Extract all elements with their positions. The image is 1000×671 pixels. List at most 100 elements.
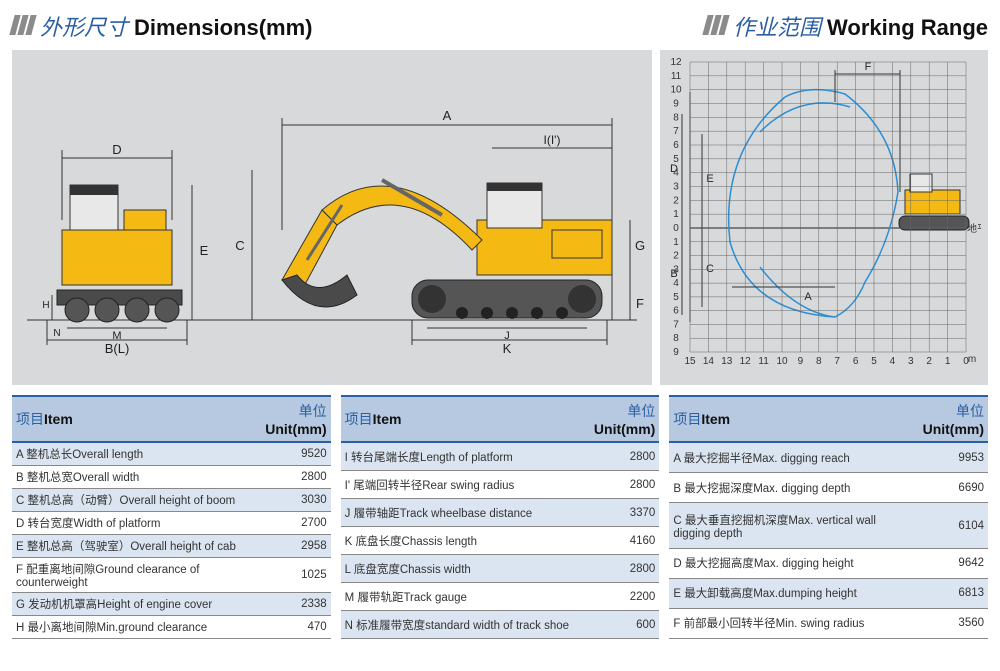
svg-text:15: 15 [684,356,696,367]
working-range-title-cn: 作业范围 [733,10,821,42]
dimensions-title-en: Dimensions(mm) [134,15,312,41]
spec-label: D 最大挖掘高度Max. digging height [669,548,918,578]
svg-text:11: 11 [671,71,682,82]
spec-label: E 最大卸载高度Max.dumping height [669,578,918,608]
svg-text:9: 9 [798,356,804,367]
svg-text:4: 4 [673,168,679,179]
svg-text:9: 9 [673,99,679,110]
spec-value: 4160 [590,527,659,555]
col-header-item: 项目Item [669,396,918,442]
col-header-unit: 单位Unit(mm) [919,396,988,442]
svg-text:6: 6 [853,356,859,367]
spec-label: K 底盘长度Chassis length [341,527,590,555]
spec-label: I 转台尾端长度Length of platform [341,442,590,471]
table-row: D 最大挖掘高度Max. digging height9642 [669,548,988,578]
table-row: H 最小离地间隙Min.ground clearance470 [12,616,331,639]
working-range-title: 作业范围 Working Range [705,10,988,42]
svg-text:7: 7 [673,319,679,330]
table-row: L 底盘宽度Chassis width2800 [341,555,660,583]
spec-label: G 发动机机罩高Height of engine cover [12,593,261,616]
spec-value: 9953 [919,442,988,473]
svg-text:B(L): B(L) [105,341,130,356]
svg-text:E: E [706,173,713,185]
spec-label: F 配重离地间隙Ground clearance of counterweigh… [12,558,261,593]
table-row: G 发动机机罩高Height of engine cover2338 [12,593,331,616]
dimensions-title-cn: 外形尺寸 [40,10,128,42]
svg-text:5: 5 [871,356,877,367]
spec-value: 6690 [919,473,988,503]
svg-text:9: 9 [673,347,679,358]
svg-text:3: 3 [673,264,679,275]
spec-label: D 转台宽度Width of platform [12,512,261,535]
x-unit: m [968,354,976,365]
spec-table-3: 项目Item 单位Unit(mm) A 最大挖掘半径Max. digging r… [669,395,988,639]
svg-text:N: N [53,328,60,339]
svg-text:10: 10 [670,85,682,96]
spec-value: 3560 [919,608,988,638]
spec-value: 3370 [590,499,659,527]
svg-text:8: 8 [816,356,822,367]
svg-text:3: 3 [673,182,679,193]
svg-text:5: 5 [673,154,679,165]
spec-value: 6813 [919,578,988,608]
dimensions-diagram: D B(L) M N E H [12,50,652,385]
svg-text:K: K [503,341,512,356]
spec-value: 1025 [261,558,330,593]
dimensions-svg: D B(L) M N E H [12,50,652,385]
spec-value: 2800 [261,466,330,489]
title-accent-icon [12,15,34,35]
working-range-diagram: 地平线 D E [660,50,988,385]
col-header-unit: 单位Unit(mm) [590,396,659,442]
svg-text:12: 12 [670,57,682,68]
svg-text:12: 12 [740,356,752,367]
col-header-item: 项目Item [341,396,590,442]
spec-table-1: 项目Item 单位Unit(mm) A 整机总长Overall length95… [12,395,331,639]
table-row: F 配重离地间隙Ground clearance of counterweigh… [12,558,331,593]
svg-text:2: 2 [926,356,932,367]
svg-text:1: 1 [673,209,679,220]
table-row: N 标准履带宽度standard width of track shoe600 [341,611,660,639]
title-accent-icon [705,15,727,35]
table-row: C 整机总高（动臂）Overall height of boom3030 [12,489,331,512]
spec-value: 9520 [261,442,330,466]
svg-text:C: C [706,263,714,275]
svg-text:G: G [635,238,645,253]
spec-value: 2800 [590,471,659,499]
spec-value: 2958 [261,535,330,558]
spec-label: E 整机总高（驾驶室）Overall height of cab [12,535,261,558]
table-row: M 履带轨距Track gauge2200 [341,583,660,611]
svg-text:3: 3 [908,356,914,367]
table-row: K 底盘长度Chassis length4160 [341,527,660,555]
table-row: F 前部最小回转半径Min. swing radius3560 [669,608,988,638]
spec-value: 3030 [261,489,330,512]
svg-text:F: F [865,61,872,73]
table-row: B 最大挖掘深度Max. digging depth6690 [669,473,988,503]
spec-value: 9642 [919,548,988,578]
svg-text:13: 13 [721,356,733,367]
svg-text:4: 4 [890,356,896,367]
table-row: E 最大卸载高度Max.dumping height6813 [669,578,988,608]
dimensions-title: 外形尺寸 Dimensions(mm) [12,10,313,42]
svg-text:7: 7 [673,126,679,137]
svg-text:7: 7 [834,356,840,367]
x-axis-labels: 0123456789101112131415 [684,356,969,367]
spec-value: 2700 [261,512,330,535]
svg-text:1: 1 [945,356,951,367]
svg-text:F: F [636,296,644,311]
svg-text:14: 14 [703,356,715,367]
working-range-svg: 地平线 D E [666,54,981,381]
col-header-unit: 单位Unit(mm) [261,396,330,442]
svg-text:M: M [112,330,121,342]
spec-label: N 标准履带宽度standard width of track shoe [341,611,590,639]
spec-label: A 最大挖掘半径Max. digging reach [669,442,918,473]
table-row: E 整机总高（驾驶室）Overall height of cab2958 [12,535,331,558]
spec-value: 2800 [590,442,659,471]
svg-text:1: 1 [673,237,679,248]
svg-text:8: 8 [673,333,679,344]
spec-label: M 履带轨距Track gauge [341,583,590,611]
spec-label: B 最大挖掘深度Max. digging depth [669,473,918,503]
y-axis-labels: 0123456789101112123456789 [670,57,682,358]
spec-label: C 最大垂直挖掘机深度Max. vertical wall digging de… [669,503,918,549]
svg-text:10: 10 [776,356,788,367]
svg-text:0: 0 [673,223,679,234]
